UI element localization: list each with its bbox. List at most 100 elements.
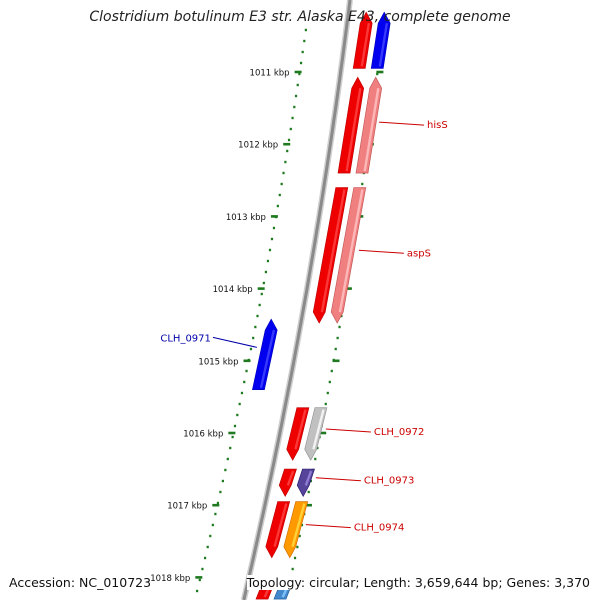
gene-highlight bbox=[345, 88, 362, 172]
guide-dot bbox=[198, 578, 201, 582]
tick-mark bbox=[376, 70, 384, 74]
gene-labels: hisS aspS CLH_0971 CLH_0972 CLH_0973 CLH_0974 bbox=[160, 120, 447, 534]
label-leader bbox=[379, 121, 425, 126]
guide-dot bbox=[236, 413, 239, 417]
guide-dot bbox=[196, 589, 199, 593]
guide-dot bbox=[252, 336, 255, 340]
guide-dot bbox=[300, 523, 304, 527]
gene-label-asps[interactable]: aspS bbox=[407, 248, 431, 259]
guide-dot bbox=[201, 567, 204, 571]
guide-dot bbox=[243, 380, 246, 384]
gene-label-hiss[interactable]: hisS bbox=[427, 120, 448, 131]
guide-dot bbox=[286, 149, 289, 153]
gene-highlight bbox=[360, 23, 371, 67]
gene-label-clh_0971[interactable]: CLH_0971 bbox=[160, 333, 211, 344]
guide-dot bbox=[268, 248, 272, 252]
guide-dot bbox=[307, 490, 310, 494]
gene-label-clh_0972[interactable]: CLH_0972 bbox=[374, 427, 425, 438]
guide-dot bbox=[258, 303, 261, 307]
gene-label-clh_0974[interactable]: CLH_0974 bbox=[354, 523, 405, 534]
guide-dot bbox=[293, 556, 297, 560]
guide-dot bbox=[289, 127, 292, 131]
guide-dot bbox=[301, 50, 304, 54]
tick-label: 1013 kbp bbox=[226, 213, 266, 223]
guide-dot bbox=[238, 402, 241, 406]
guide-dot bbox=[264, 270, 268, 274]
guide-dot bbox=[291, 116, 294, 120]
guide-dot bbox=[260, 292, 263, 296]
gene-highlight bbox=[378, 23, 389, 67]
guide-dot bbox=[299, 61, 303, 65]
tick-label: 1015 kbp bbox=[198, 357, 238, 367]
guide-dot bbox=[266, 259, 270, 263]
guide-dot bbox=[226, 457, 229, 461]
guide-dot bbox=[326, 391, 329, 395]
map-title: Clostridium botulinum E3 str. Alaska E43… bbox=[89, 9, 511, 25]
tick-mark bbox=[243, 359, 251, 363]
guide-dot bbox=[304, 28, 307, 32]
gene-highlight bbox=[338, 189, 364, 313]
guide-dot bbox=[361, 182, 364, 186]
gene-arrow-clh_0971[interactable] bbox=[252, 318, 278, 391]
tick-label: 1017 kbp bbox=[167, 502, 207, 512]
tick-label: 1011 kbp bbox=[250, 69, 290, 79]
guide-dot bbox=[296, 83, 299, 87]
kbp-tick-scale: 1011 kbp 1012 kbp 1013 kbp 1014 kbp 1015 kbp… bbox=[150, 69, 384, 584]
tick-mark bbox=[332, 359, 340, 363]
label-leader bbox=[305, 524, 351, 529]
gene-arrow-clh_0972[interactable] bbox=[286, 407, 310, 461]
gene-highlight bbox=[320, 189, 346, 313]
tick-mark bbox=[344, 287, 352, 290]
guide-dot bbox=[262, 281, 265, 285]
gene-highlight bbox=[291, 503, 306, 548]
guide-dot bbox=[303, 39, 306, 43]
guide-dot bbox=[206, 545, 209, 549]
backbone-line bbox=[242, 0, 352, 600]
guide-dot bbox=[214, 512, 217, 516]
gene-label-clh_0973[interactable]: CLH_0973 bbox=[364, 476, 415, 487]
guide-dot bbox=[330, 369, 333, 373]
gene-highlight bbox=[259, 329, 276, 388]
guide-dot bbox=[338, 325, 341, 329]
tick-mark bbox=[212, 503, 220, 507]
tick-mark bbox=[228, 431, 236, 435]
guide-dot bbox=[216, 501, 220, 505]
guide-dot bbox=[229, 446, 232, 450]
gene-highlight bbox=[363, 88, 380, 172]
tick-mark bbox=[283, 142, 291, 146]
guide-dot bbox=[324, 402, 327, 406]
genome-backbone bbox=[240, 0, 353, 600]
guide-dot bbox=[256, 314, 259, 318]
guide-dot bbox=[278, 193, 281, 197]
guide-dot bbox=[298, 72, 301, 76]
guide-dot bbox=[224, 468, 227, 472]
guide-dot bbox=[293, 105, 296, 109]
gene-highlight bbox=[294, 409, 307, 450]
guide-dot bbox=[334, 347, 337, 351]
guide-dot bbox=[240, 391, 244, 395]
guide-dot bbox=[219, 490, 222, 494]
tick-mark bbox=[304, 503, 312, 507]
gene-highlight bbox=[312, 409, 325, 450]
genome-summary-text: Topology: circular; Length: 3,659,644 bp… bbox=[246, 575, 590, 590]
tick-label: 1014 kbp bbox=[213, 285, 253, 295]
gene-features bbox=[252, 11, 391, 600]
tick-mark bbox=[294, 70, 302, 74]
tick-mark bbox=[270, 215, 278, 218]
guide-dot bbox=[296, 545, 299, 549]
guide-dot bbox=[221, 479, 224, 483]
guide-dot bbox=[291, 567, 294, 571]
label-leader bbox=[325, 428, 371, 433]
tick-label: 1018 kbp bbox=[150, 574, 190, 584]
tick-label: 1016 kbp bbox=[183, 430, 223, 440]
guide-dot bbox=[209, 534, 212, 538]
guide-dot bbox=[231, 435, 234, 439]
gene-highlight bbox=[273, 503, 288, 548]
guide-dot bbox=[336, 336, 339, 340]
guide-dot bbox=[284, 160, 287, 164]
tick-mark bbox=[257, 287, 265, 290]
guide-dot bbox=[203, 556, 207, 560]
label-leader bbox=[358, 249, 404, 254]
